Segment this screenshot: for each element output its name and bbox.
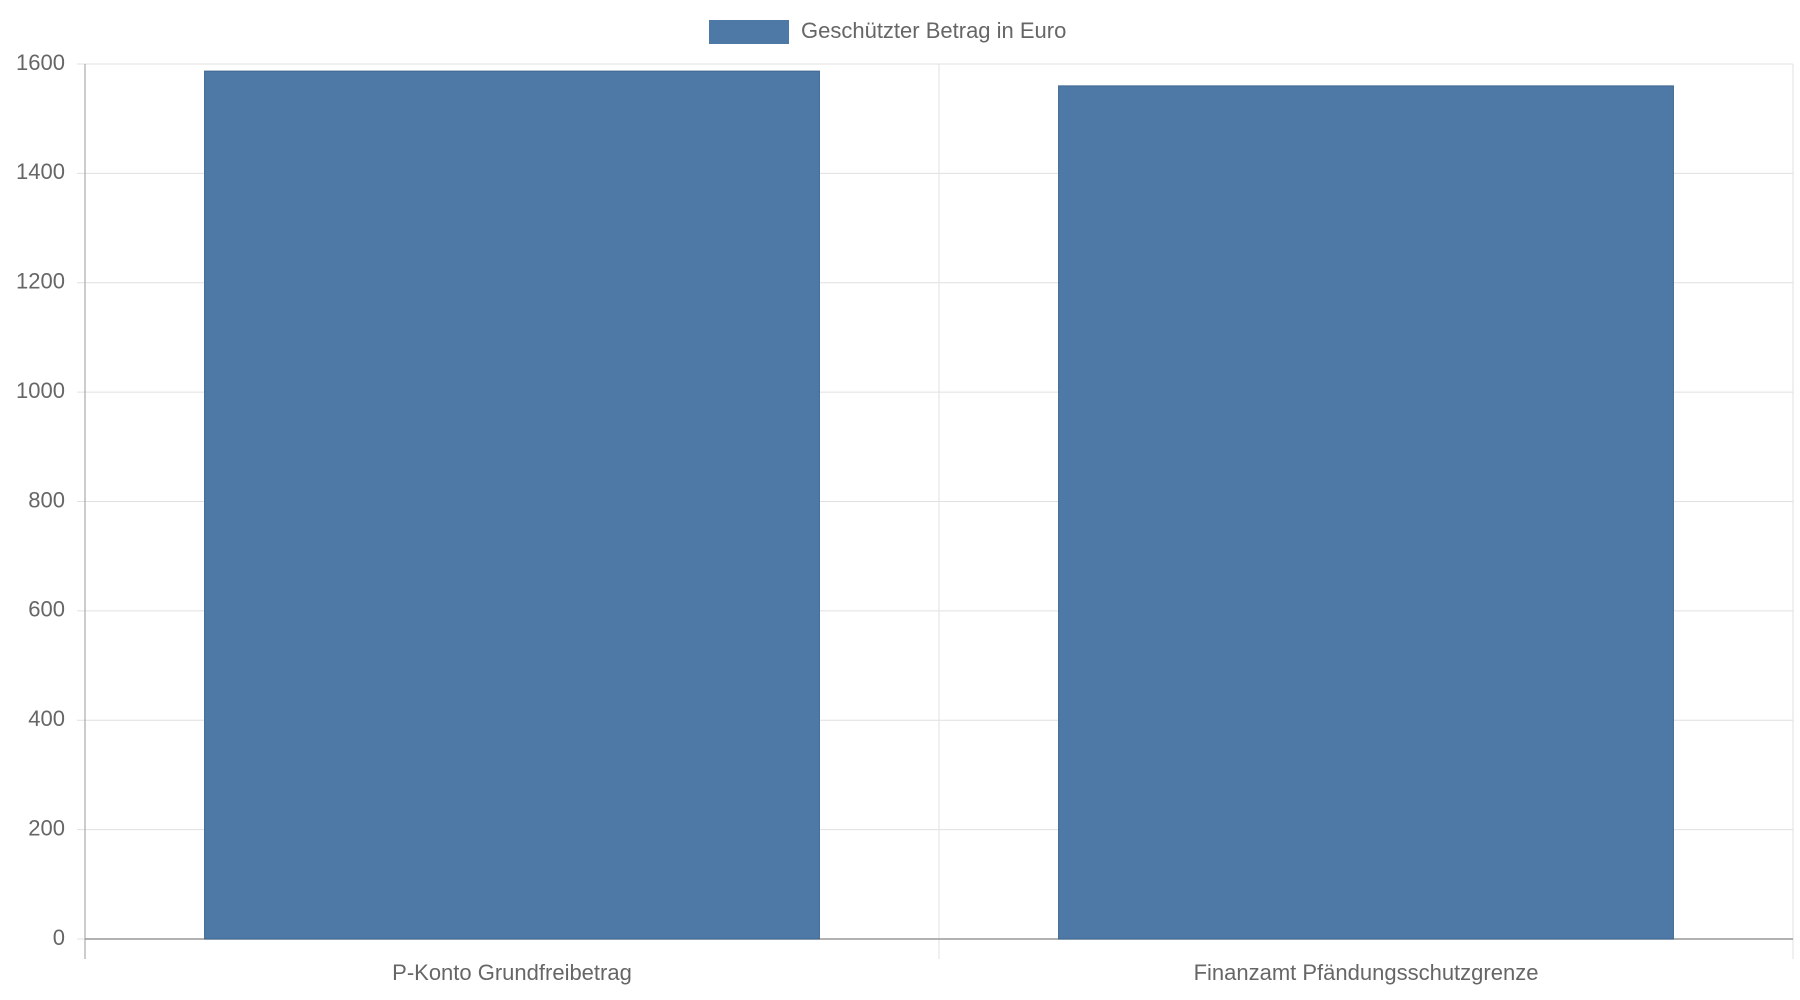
legend-swatch: [709, 20, 789, 44]
x-tick-label: Finanzamt Pfändungsschutzgrenze: [1194, 960, 1539, 985]
y-tick-label: 0: [53, 925, 65, 950]
y-tick-label: 1000: [16, 378, 65, 403]
bar: [204, 70, 820, 940]
y-tick-label: 200: [28, 815, 65, 840]
y-tick-label: 400: [28, 706, 65, 731]
y-tick-label: 1400: [16, 159, 65, 184]
bar: [1058, 85, 1674, 940]
legend-label: Geschützter Betrag in Euro: [801, 18, 1066, 43]
y-tick-label: 1200: [16, 269, 65, 294]
x-tick-label: P-Konto Grundfreibetrag: [392, 960, 632, 985]
y-tick-label: 1600: [16, 50, 65, 75]
y-tick-label: 800: [28, 487, 65, 512]
legend: Geschützter Betrag in Euro: [709, 18, 1066, 44]
y-tick-label: 600: [28, 597, 65, 622]
